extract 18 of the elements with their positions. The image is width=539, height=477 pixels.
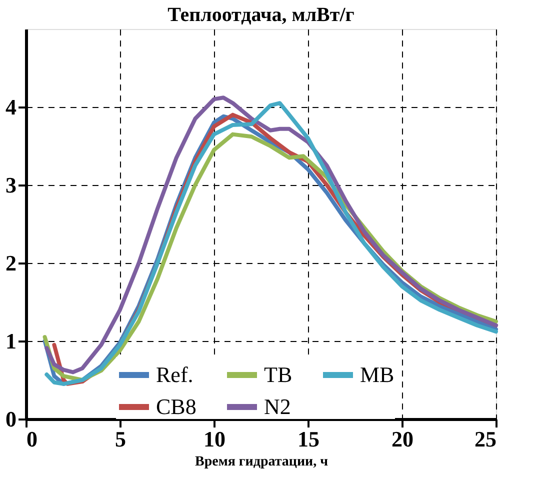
- chart-title: Теплоотдача, млВт/г: [168, 4, 354, 26]
- legend-label: Ref.: [156, 362, 194, 387]
- y-tick-label: 1: [6, 328, 16, 354]
- legend-label: CB8: [156, 394, 196, 419]
- y-tick-label: 4: [6, 94, 16, 120]
- x-axis-title: Время гидратации, ч: [194, 454, 328, 470]
- x-tick-label: 0: [26, 426, 38, 452]
- y-tick-label: 0: [6, 406, 16, 432]
- legend-label: MB: [360, 362, 394, 387]
- legend-label: N2: [264, 394, 291, 419]
- x-tick-label: 5: [115, 426, 126, 452]
- x-tick-label: 25: [474, 426, 496, 452]
- y-tick-label: 3: [6, 172, 16, 198]
- x-tick-label: 15: [298, 426, 320, 452]
- y-tick-label: 2: [6, 250, 16, 276]
- legend-label: TB: [264, 362, 292, 387]
- x-tick-label: 10: [204, 426, 226, 452]
- x-tick-label: 20: [392, 426, 414, 452]
